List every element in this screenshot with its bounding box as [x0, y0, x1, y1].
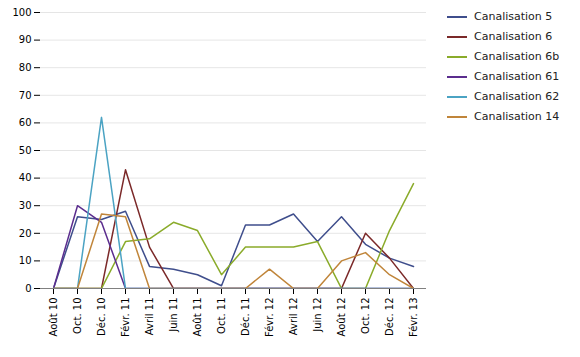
svg-text:60: 60 [19, 117, 32, 128]
svg-text:Oct. 11: Oct. 11 [216, 298, 227, 334]
svg-text:10: 10 [19, 255, 32, 266]
svg-text:100: 100 [12, 7, 31, 18]
svg-text:20: 20 [19, 228, 32, 239]
svg-text:Avril 11: Avril 11 [144, 298, 155, 336]
svg-text:Juin 12: Juin 12 [312, 298, 323, 333]
svg-text:Oct. 10: Oct. 10 [72, 298, 83, 334]
html-text:Canalisation 5: Canalisation 5 [474, 10, 553, 23]
svg-text:70: 70 [19, 90, 32, 101]
svg-text:Juin 11: Juin 11 [168, 298, 179, 333]
html-text:Canalisation 6: Canalisation 6 [474, 30, 553, 43]
svg-text:30: 30 [19, 200, 32, 211]
svg-text:Déc. 10: Déc. 10 [96, 298, 107, 336]
svg-text:Déc. 11: Déc. 11 [240, 298, 251, 336]
html-text:Canalisation 61: Canalisation 61 [474, 70, 560, 83]
svg-text:Févr. 11: Févr. 11 [120, 298, 131, 338]
svg-text:Août 12: Août 12 [336, 298, 347, 337]
svg-text:Août 10: Août 10 [48, 298, 59, 337]
svg-text:50: 50 [19, 145, 32, 156]
svg-text:Févr. 12: Févr. 12 [264, 298, 275, 338]
svg-text:Déc. 12: Déc. 12 [384, 298, 395, 336]
svg-text:40: 40 [19, 172, 32, 183]
svg-text:Févr. 13: Févr. 13 [408, 298, 419, 338]
svg-text:90: 90 [19, 34, 32, 45]
html-text:Canalisation 62: Canalisation 62 [474, 90, 560, 103]
html-text:Canalisation 6b: Canalisation 6b [474, 50, 560, 63]
svg-text:80: 80 [19, 62, 32, 73]
svg-text:Août 11: Août 11 [192, 298, 203, 337]
svg-text:Avril 12: Avril 12 [288, 298, 299, 336]
html-text:Canalisation 14: Canalisation 14 [474, 110, 560, 123]
svg-text:Oct. 12: Oct. 12 [360, 298, 371, 334]
svg-text:0: 0 [25, 283, 31, 294]
